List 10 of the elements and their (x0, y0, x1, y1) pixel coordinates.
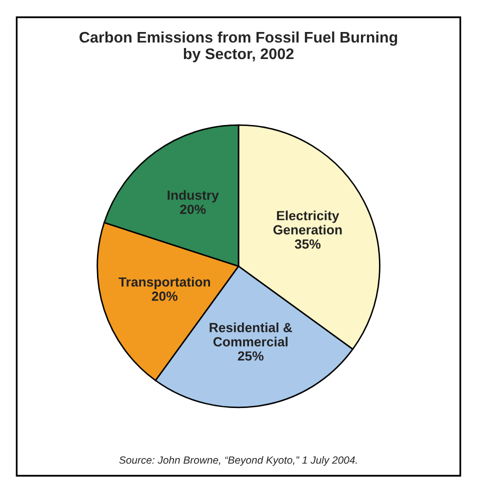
slice-label: Electricity Generation (273, 210, 342, 235)
source-note: Source: John Browne, “Beyond Kyoto,” 1 July 2004. (119, 456, 357, 466)
data-label: 20% (152, 292, 178, 301)
data-label: 35% (294, 239, 321, 249)
slice-label: Industry (168, 190, 219, 202)
data-label: 25% (238, 351, 264, 361)
data-label: 20% (180, 204, 206, 214)
chart-title: Carbon Emissions from Fossil Fuel Burning by Sector, 2002 (80, 31, 398, 62)
slice-label: Transportation (118, 276, 210, 290)
slice-label: Residential & Commercial (210, 322, 292, 346)
